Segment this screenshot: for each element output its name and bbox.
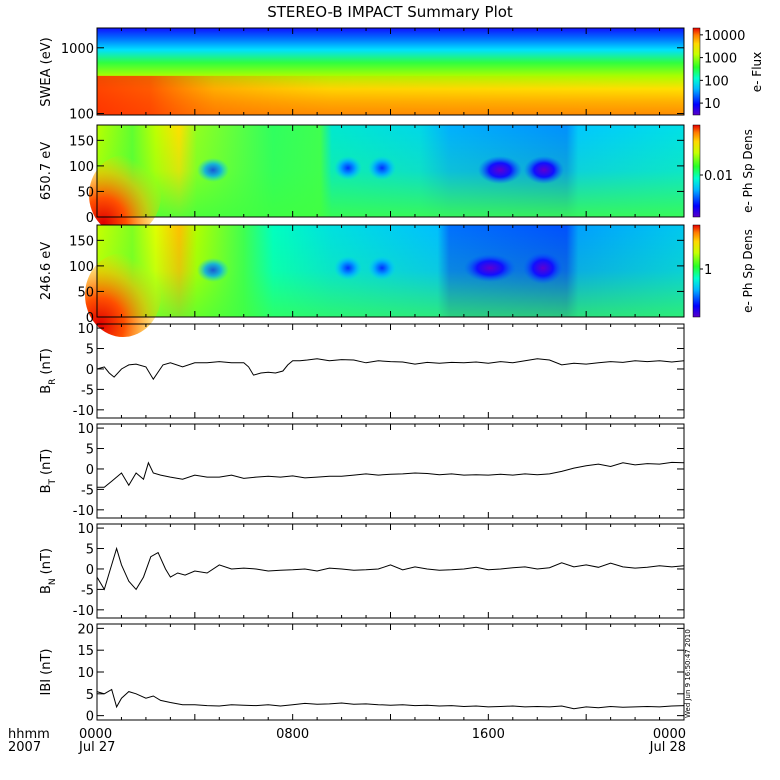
panel-br: BR(nT): [39, 323, 685, 419]
pad650-ylabel: 650.7 eV: [39, 142, 54, 200]
pad246-spot-1: [464, 254, 516, 282]
pad650-spot-1: [478, 156, 522, 184]
plot-title: STEREO-B IMPACT Summary Plot: [267, 3, 513, 21]
pad650-colorbar: [692, 124, 701, 218]
y-tick-label: 5: [86, 443, 94, 458]
pad650-spot-2: [524, 156, 564, 184]
panel-650ev: 650.7 eV e- Ph Sp Dens: [39, 124, 755, 235]
pad246-spot-2: [523, 252, 563, 284]
bn-frame: [96, 523, 685, 619]
pad650-colorbar-label: e- Ph Sp Dens: [741, 129, 755, 213]
data-series-line: [96, 546, 685, 591]
x-tick-label: 1600: [472, 727, 505, 742]
swea-colorbar-label: e- Flux: [750, 52, 764, 92]
y-tick-label: 100: [69, 160, 94, 175]
y-tick-label: 0: [86, 363, 94, 378]
y-tick-label: -5: [81, 483, 94, 498]
br-frame: [96, 323, 685, 419]
x-date-label: Jul 27: [78, 740, 115, 755]
pad246-hot-blob: [85, 253, 161, 337]
pad650-hot-blob: [89, 155, 161, 235]
x-tick-label: 0800: [276, 727, 309, 742]
bn-ylabel: BN(nT): [39, 548, 58, 594]
bt-frame: [96, 423, 685, 519]
y-tick-label: 100: [69, 108, 94, 123]
y-tick-label: -5: [81, 583, 94, 598]
y-tick-label: 5: [86, 543, 94, 558]
swea-colorbar: [692, 27, 701, 116]
bmag-ylabel: IBI(nT): [39, 649, 54, 696]
y-tick-label: 150: [69, 134, 94, 149]
y-tick-label: 0: [86, 463, 94, 478]
y-tick-label: 10: [77, 666, 94, 681]
y-tick-label: -10: [73, 604, 94, 619]
colorbar-tick-label: 10: [704, 97, 721, 112]
y-tick-label: 15: [77, 644, 94, 659]
y-tick-label: 20: [77, 622, 94, 637]
pad246-spot-4: [368, 256, 396, 280]
x-tick-label: 0000: [79, 727, 112, 742]
y-tick-label: 150: [69, 234, 94, 249]
y-tick-label: 10: [77, 322, 94, 337]
colorbar-tick-label: 1: [704, 263, 712, 278]
x-left-label-top: hhmm: [8, 727, 50, 742]
pad246-spot-3: [334, 256, 362, 280]
panel-246ev: 246.6 eV e- Ph Sp Dens: [39, 224, 755, 337]
y-tick-label: 0: [86, 563, 94, 578]
colorbar-tick-label: 1000: [704, 52, 737, 67]
bt-ylabel: BT(nT): [39, 449, 58, 494]
timestamp-stamp: Wed Jun 9 16:50:47 2010: [684, 629, 692, 718]
y-tick-label: 5: [86, 688, 94, 703]
panel-bt: BT(nT): [39, 423, 685, 519]
x-date-label: Jul 28: [649, 740, 686, 755]
panel-bn: BN(nT): [39, 523, 685, 619]
colorbar-tick-label: 100: [704, 74, 729, 89]
swea-ylabel: SWEA (eV): [39, 37, 54, 106]
y-tick-label: -5: [81, 383, 94, 398]
y-tick-label: 5: [86, 343, 94, 358]
y-tick-label: 0: [86, 311, 94, 326]
x-tick-label: 0000: [653, 727, 686, 742]
y-tick-label: 100: [69, 260, 94, 275]
y-tick-label: 10: [77, 522, 94, 537]
data-series-line: [96, 688, 685, 710]
y-tick-label: 50: [77, 185, 94, 200]
y-tick-label: 10: [77, 422, 94, 437]
pad246-colorbar-label: e- Ph Sp Dens: [741, 229, 755, 313]
y-tick-label: -10: [73, 504, 94, 519]
y-tick-label: 1000: [61, 42, 94, 57]
data-series-line: [96, 358, 685, 381]
y-tick-label: 0: [86, 710, 94, 725]
pad246-colorbar: [692, 224, 701, 318]
colorbar-tick-label: 10000: [704, 29, 745, 44]
data-series-line: [97, 461, 685, 488]
panel-swea: SWEA (eV) e- Flux: [39, 27, 764, 116]
br-ylabel: BR(nT): [39, 348, 58, 394]
pad650-spot-3: [334, 156, 362, 180]
panel-bmag: IBI(nT) Wed Jun 9 16:50:47 2010: [39, 623, 692, 721]
colorbar-tick-label: 0.01: [704, 169, 733, 184]
y-tick-label: 50: [77, 285, 94, 300]
y-tick-label: 0: [86, 211, 94, 226]
pad650-spot-5: [197, 158, 229, 182]
pad650-spot-4: [368, 156, 396, 180]
y-tick-label: -10: [73, 404, 94, 419]
pad246-ylabel: 246.6 eV: [39, 242, 54, 300]
x-left-label-bottom: 2007: [8, 740, 41, 755]
pad246-spot-5: [197, 258, 229, 282]
